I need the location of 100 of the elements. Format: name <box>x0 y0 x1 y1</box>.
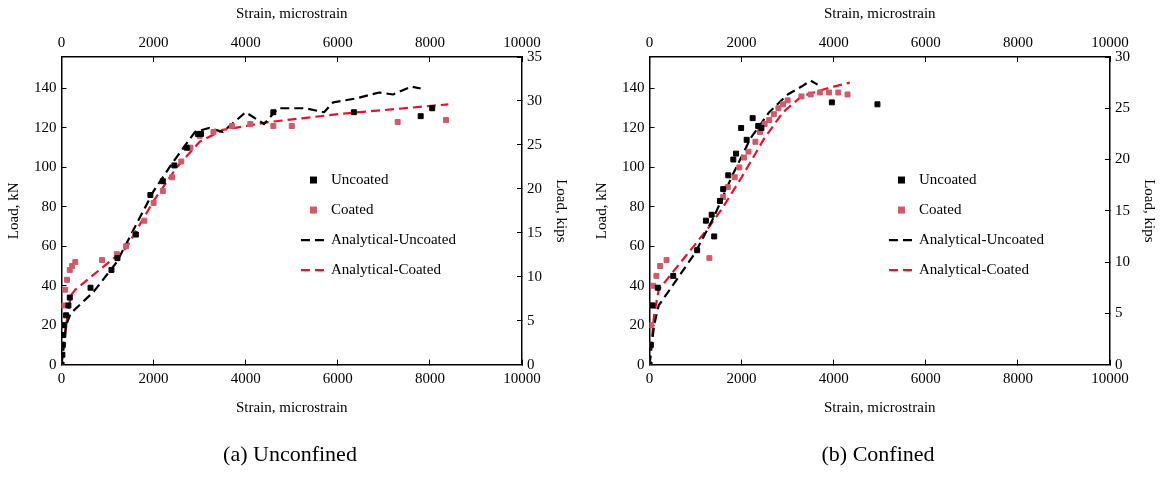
x2-tick-label: 10000 <box>503 33 541 50</box>
point <box>770 111 777 118</box>
x2-tick-label: 4000 <box>230 33 261 50</box>
point <box>66 294 73 301</box>
point <box>784 97 791 104</box>
x2-tick-label: 8000 <box>414 33 445 50</box>
legend-label: Analytical-Coated <box>330 260 442 277</box>
point <box>63 312 70 319</box>
text: (b) Confined <box>821 440 935 466</box>
y-tick-label: 140 <box>34 79 57 96</box>
x2-axis-title: Strain, microstrain <box>235 4 349 21</box>
y2-tick-label: 5 <box>527 311 535 328</box>
y2-tick-label: 25 <box>527 135 542 152</box>
x-tick-label: 8000 <box>1002 369 1033 386</box>
x-tick-label: 10000 <box>1091 369 1129 386</box>
point <box>64 276 70 283</box>
point <box>228 123 235 129</box>
point <box>711 233 718 240</box>
y-axis-title: Load, kN <box>4 182 21 240</box>
legend-label: Uncoated <box>330 170 389 187</box>
legend-label: Analytical-Coated <box>918 260 1030 277</box>
point <box>844 91 851 98</box>
x-tick-label: 2000 <box>726 369 757 386</box>
point <box>270 109 277 116</box>
legend-label: Analytical-Uncoated <box>918 230 1045 247</box>
y2-axis-title: Load, kips <box>1142 179 1159 243</box>
x2-tick-label: 8000 <box>1002 33 1033 50</box>
y-tick-label: 20 <box>629 316 645 333</box>
point <box>169 174 175 181</box>
x-tick-label: 6000 <box>322 369 353 386</box>
point <box>706 255 713 262</box>
point <box>724 184 731 191</box>
legend-label: Uncoated <box>918 170 977 187</box>
y-tick-label: 0 <box>49 355 57 372</box>
point <box>288 123 295 129</box>
y-tick-label: 80 <box>41 197 57 214</box>
point <box>114 255 121 262</box>
point <box>731 174 738 181</box>
y2-tick-label: 20 <box>527 179 542 196</box>
point <box>730 156 737 163</box>
point <box>752 138 759 145</box>
point <box>65 302 72 309</box>
x2-tick-label: 2000 <box>138 33 169 50</box>
x-tick-label: 4000 <box>230 369 261 386</box>
point <box>270 123 277 129</box>
legend-label: Analytical-Uncoated <box>330 230 457 247</box>
point <box>663 257 670 264</box>
point <box>738 125 745 131</box>
y-tick-label: 0 <box>637 355 645 372</box>
point <box>743 136 750 143</box>
point <box>72 259 79 266</box>
point <box>159 178 166 185</box>
y2-tick-label: 15 <box>527 223 542 240</box>
point <box>670 272 677 279</box>
point <box>775 105 782 112</box>
point <box>835 89 842 96</box>
y2-tick-label: 30 <box>1115 47 1130 64</box>
x2-tick-label: 6000 <box>910 33 941 50</box>
legend-label: Coated <box>330 200 374 217</box>
y2-axis-title: Load, kips <box>554 179 571 243</box>
point <box>62 286 69 293</box>
y-tick-label: 100 <box>622 158 645 175</box>
point <box>657 263 664 269</box>
y-tick-label: 80 <box>629 197 645 214</box>
point <box>733 150 740 157</box>
point <box>417 113 424 120</box>
x-tick-label: 8000 <box>414 369 445 386</box>
x2-axis-title: Strain, microstrain <box>823 4 937 21</box>
y2-tick-label: 20 <box>1115 150 1130 167</box>
y2-tick-label: 10 <box>527 267 542 284</box>
point <box>443 117 449 124</box>
point <box>716 197 723 204</box>
y-tick-label: 140 <box>622 79 645 96</box>
point <box>766 117 773 124</box>
y-tick-label: 60 <box>629 237 645 254</box>
point <box>702 217 709 224</box>
y-tick-label: 100 <box>34 158 57 175</box>
point <box>826 89 833 96</box>
point <box>147 192 154 198</box>
y2-tick-label: 15 <box>1115 201 1130 218</box>
y-tick-label: 60 <box>41 237 57 254</box>
point <box>108 266 115 273</box>
point <box>150 199 157 206</box>
x-tick-label: 4000 <box>818 369 849 386</box>
x-tick-label: 6000 <box>910 369 941 386</box>
x-tick-label: 2000 <box>138 369 169 386</box>
y-tick-label: 20 <box>41 316 57 333</box>
point <box>749 115 756 122</box>
point <box>874 101 881 108</box>
x2-tick-label: 4000 <box>818 33 849 50</box>
y-tick-label: 40 <box>41 276 57 293</box>
point <box>694 247 701 254</box>
point <box>798 93 805 100</box>
point <box>159 188 166 195</box>
point <box>740 154 747 161</box>
point <box>708 211 715 218</box>
x2-tick-label: 6000 <box>322 33 353 50</box>
text: (a) Unconfined <box>223 440 357 466</box>
point <box>141 217 148 224</box>
point <box>87 284 94 291</box>
